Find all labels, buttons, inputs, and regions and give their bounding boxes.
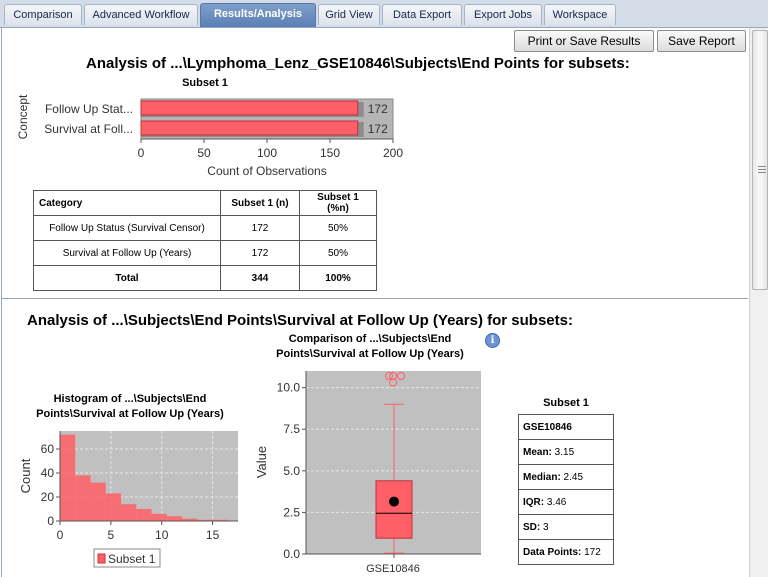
category-label: Follow Up Stat... [45,102,133,116]
tick-label: 200 [383,146,403,160]
results-panel [1,28,750,577]
stats-row: Mean: 3.15 [518,439,614,465]
tick-label: 100 [257,146,277,160]
table-cell: 172 [220,240,300,266]
table-header: Subset 1 (n) [220,190,300,216]
grip-line [758,169,766,170]
tab-export-jobs[interactable]: Export Jobs [464,4,542,25]
subset-label: Subset 1 [182,77,228,89]
tick-label: 0 [138,146,145,160]
stats-row: GSE10846 [518,414,614,440]
table-cell: Survival at Follow Up (Years) [33,240,221,266]
table-cell: 344 [220,265,300,291]
table-cell: 100% [299,265,377,291]
tab-advanced-workflow[interactable]: Advanced Workflow [84,4,198,25]
bar [140,120,359,136]
stats-row: Median: 2.45 [518,464,614,490]
data-label: 172 [368,102,388,116]
bar [140,100,359,116]
tab-data-export[interactable]: Data Export [382,4,462,25]
data-label: 172 [368,122,388,136]
tab-comparison[interactable]: Comparison [4,4,82,25]
category-label: Survival at Foll... [44,122,133,136]
histogram-title-line2: Points\Survival at Follow Up (Years) [36,408,224,420]
section-divider [2,298,748,299]
stats-cell: Mean: 3.15 [518,439,614,465]
boxplot-title-line1: Comparison of ...\Subjects\End [288,333,452,345]
table-row: Follow Up Status (Survival Censor) 172 5… [33,215,377,241]
table-row: Survival at Follow Up (Years) 172 50% [33,240,377,266]
tab-workspace[interactable]: Workspace [544,4,616,25]
tab-grid-view[interactable]: Grid View [318,4,380,25]
histogram-title-line1: Histogram of ...\Subjects\End [53,393,207,405]
stats-cell: Median: 2.45 [518,464,614,490]
boxplot-title-line2: Points\Survival at Follow Up (Years) [276,348,464,360]
tab-results-analysis[interactable]: Results/Analysis [200,3,316,27]
stats-title: Subset 1 [543,397,589,409]
bar-group: 172 Follow Up Stat... 172 Survival at Foll.… [44,100,388,137]
stats-cell: Data Points: 172 [518,539,614,565]
stats-row: IQR: 3.46 [518,489,614,515]
tick-label: 150 [320,146,340,160]
info-icon[interactable]: i [485,333,500,348]
stats-cell: IQR: 3.46 [518,489,614,515]
x-ticks: 0 50 100 150 200 [138,139,403,160]
table-header: Category [33,190,221,216]
stats-table: GSE10846 Mean: 3.15 Median: 2.45 IQR: 3.… [518,414,614,565]
table-header: Subset 1 (%n) [299,190,377,216]
tab-bar: Comparison Advanced Workflow Results/Ana… [0,0,768,28]
summary-table: Category Subset 1 (n) Subset 1 (%n) Foll… [33,190,377,291]
stats-row: SD: 3 [518,514,614,540]
stats-row: Data Points: 172 [518,539,614,565]
section1-title: Analysis of ...\Lymphoma_Lenz_GSE10846\S… [86,55,630,72]
stats-cell: SD: 3 [518,514,614,540]
stats-cell: GSE10846 [518,414,614,440]
table-cell: Follow Up Status (Survival Censor) [33,215,221,241]
print-or-save-button[interactable]: Print or Save Results [514,30,654,52]
concept-axis-label: Concept [16,94,30,139]
grip-line [758,166,766,167]
table-cell: 172 [220,215,300,241]
count-axis-label: Count of Observations [207,164,326,178]
section2-title: Analysis of ...\Subjects\End Points\Surv… [27,312,573,329]
save-report-button[interactable]: Save Report [657,30,746,52]
table-cell: 50% [299,215,377,241]
table-row: Total 344 100% [33,265,377,291]
tick-label: 50 [197,146,211,160]
table-cell: Total [33,265,221,291]
table-cell: 50% [299,240,377,266]
grip-line [758,172,766,173]
vertical-scrollbar[interactable] [749,28,768,577]
